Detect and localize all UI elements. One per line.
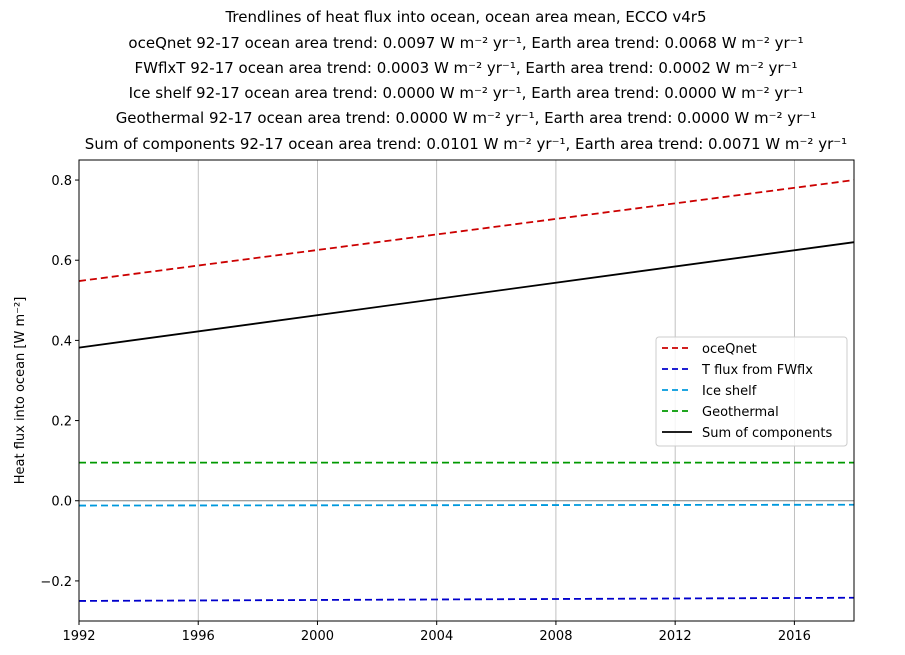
title-line-6: Sum of components 92-17 ocean area trend…	[85, 135, 847, 153]
plot-series	[78, 179, 855, 602]
chart-title: Trendlines of heat flux into ocean, ocea…	[85, 8, 847, 153]
y-tick-label: −0.2	[40, 575, 72, 590]
x-tick-label: 2004	[420, 629, 453, 644]
y-tick-label: 0.0	[51, 495, 72, 510]
x-tick-label: 2016	[778, 629, 811, 644]
x-tick-label: 1996	[182, 629, 215, 644]
legend: oceQnet T flux from FWflx Ice shelf Geother…	[655, 336, 848, 447]
y-axis-label: Heat flux into ocean [W m⁻²]	[13, 297, 28, 485]
x-tick-label: 2008	[539, 629, 572, 644]
title-line-3: FWflxT 92-17 ocean area trend: 0.0003 W …	[134, 59, 797, 77]
series-line-sum-of-components	[78, 241, 855, 349]
y-axis: −0.2 0.0 0.2 0.4 0.6 0.8	[40, 174, 79, 590]
legend-label: Geothermal	[702, 405, 779, 420]
series-line-t-flux-from-fwflx	[78, 596, 855, 602]
series-line-ice-shelf	[78, 503, 855, 507]
x-tick-label: 2012	[659, 629, 692, 644]
y-tick-label: 0.4	[51, 334, 72, 349]
y-tick-label: 0.2	[51, 415, 72, 430]
title-line-5: Geothermal 92-17 ocean area trend: 0.000…	[116, 109, 817, 127]
y-tick-label: 0.8	[51, 174, 72, 189]
legend-label: oceQnet	[702, 342, 757, 357]
title-line-2: oceQnet 92-17 ocean area trend: 0.0097 W…	[128, 34, 803, 52]
x-tick-label: 1992	[62, 629, 95, 644]
legend-label: Ice shelf	[702, 384, 757, 399]
x-tick-label: 2000	[301, 629, 334, 644]
title-line-4: Ice shelf 92-17 ocean area trend: 0.0000…	[129, 84, 804, 102]
legend-label: T flux from FWflx	[701, 363, 813, 378]
x-axis: 1992 1996 2000 2004 2008 2012 2016	[62, 621, 811, 644]
axes-frame	[78, 159, 855, 622]
series-line-oceqnet	[78, 179, 855, 282]
legend-box	[655, 336, 848, 447]
y-tick-label: 0.6	[51, 254, 72, 269]
title-line-1: Trendlines of heat flux into ocean, ocea…	[224, 8, 706, 26]
legend-label: Sum of components	[702, 426, 832, 441]
